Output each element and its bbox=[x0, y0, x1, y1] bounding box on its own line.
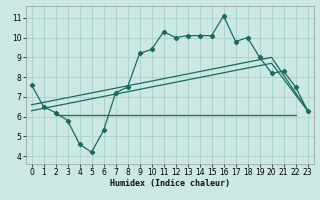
X-axis label: Humidex (Indice chaleur): Humidex (Indice chaleur) bbox=[109, 179, 230, 188]
